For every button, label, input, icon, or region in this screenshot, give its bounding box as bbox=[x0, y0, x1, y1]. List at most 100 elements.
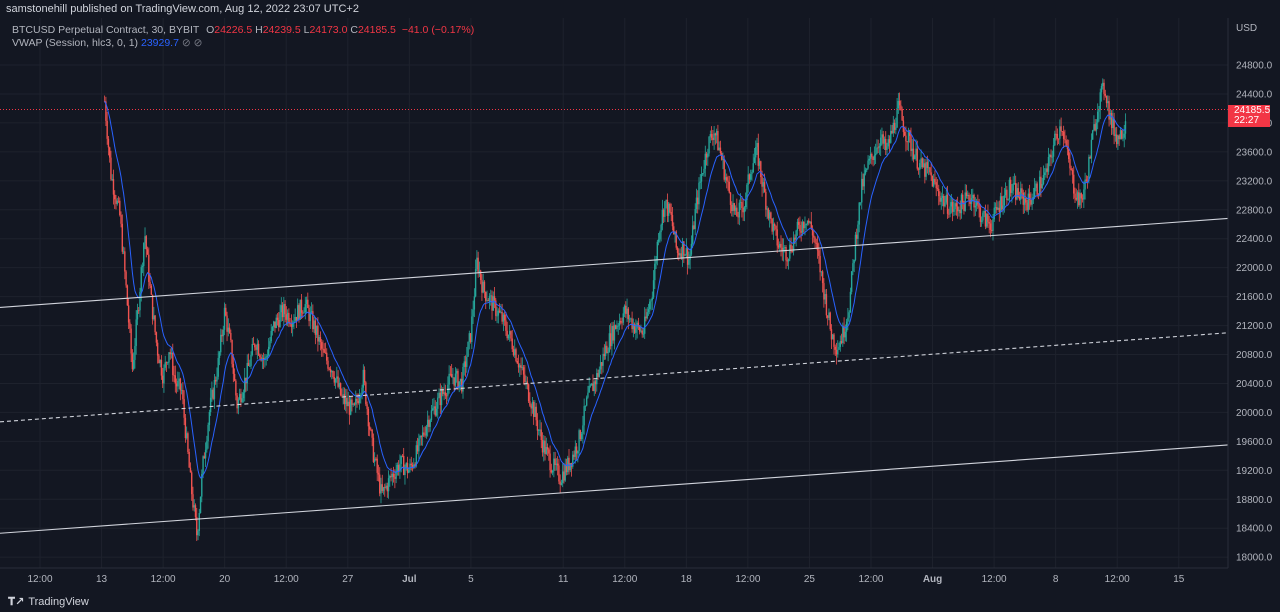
x-tick-label: 12:00 bbox=[735, 574, 760, 585]
candle-body bbox=[409, 463, 411, 471]
candle-body bbox=[700, 174, 703, 182]
candle-body bbox=[974, 205, 977, 208]
candle-body bbox=[327, 360, 329, 369]
candle-body bbox=[299, 299, 301, 320]
candle-body bbox=[813, 235, 815, 238]
candle-body bbox=[939, 196, 941, 202]
high-value: 24239.5 bbox=[262, 24, 301, 36]
candle-body bbox=[418, 438, 420, 452]
channel-lines[interactable] bbox=[0, 217, 1229, 534]
vwap-label[interactable]: VWAP (Session, hlc3, 0, 1) bbox=[12, 37, 139, 49]
candle-body bbox=[370, 429, 372, 431]
candle-body bbox=[724, 177, 727, 180]
candle-body bbox=[339, 383, 342, 396]
candle-body bbox=[835, 349, 838, 355]
symbol-name[interactable]: BTCUSD Perpetual Contract, 30, BYBIT bbox=[12, 24, 200, 36]
close-value: 24185.5 bbox=[357, 24, 396, 36]
candle-body bbox=[488, 295, 491, 302]
candle-body bbox=[372, 437, 375, 462]
candle-body bbox=[209, 397, 212, 413]
x-tick-label: 18 bbox=[681, 574, 693, 585]
candle-body bbox=[613, 325, 616, 341]
candle-body bbox=[458, 381, 460, 389]
y-tick-label: 21200.0 bbox=[1236, 321, 1273, 332]
candle-body bbox=[784, 247, 786, 248]
tradingview-logo[interactable]: 𝐓↗ TradingView bbox=[8, 595, 89, 609]
settings-icon[interactable]: ⊘ bbox=[193, 37, 203, 49]
candle-body bbox=[849, 291, 852, 313]
candle-body bbox=[758, 161, 761, 166]
candle-body bbox=[674, 231, 676, 235]
candle-body bbox=[313, 320, 315, 330]
candle-body bbox=[660, 224, 662, 233]
candle-body bbox=[238, 393, 241, 400]
candle-body bbox=[226, 315, 228, 332]
candle-body bbox=[714, 133, 717, 136]
candle-body bbox=[302, 312, 304, 314]
symbol-legend[interactable]: BTCUSD Perpetual Contract, 30, BYBIT O24… bbox=[12, 24, 474, 36]
candle-body bbox=[247, 362, 250, 366]
publish-info: samstonehill published on TradingView.co… bbox=[6, 3, 359, 15]
candle-body bbox=[1045, 168, 1047, 173]
candle-body bbox=[462, 367, 464, 392]
candle-body bbox=[602, 353, 604, 366]
candle-body bbox=[676, 247, 679, 253]
candle-body bbox=[762, 182, 765, 187]
candle-body bbox=[842, 326, 844, 344]
time-axis[interactable]: 12:00 13 12:00 20 12:00 27 Jul 5 11 12:00 18 12:00 2… bbox=[27, 574, 1184, 585]
candle-body bbox=[529, 401, 531, 406]
candle-body bbox=[983, 211, 985, 213]
candle-body bbox=[694, 209, 696, 229]
candle-body bbox=[510, 331, 512, 339]
candle-body bbox=[816, 243, 819, 251]
candle-body bbox=[800, 231, 802, 233]
x-tick-label: 15 bbox=[1173, 574, 1185, 585]
candle-body bbox=[245, 377, 247, 384]
candle-body bbox=[192, 494, 194, 508]
candle-body bbox=[1003, 195, 1006, 206]
candle-body bbox=[336, 376, 338, 379]
y-tick-label: 24800.0 bbox=[1236, 61, 1273, 72]
candle-body bbox=[919, 163, 921, 170]
candle-body bbox=[366, 404, 368, 410]
candle-body bbox=[964, 192, 966, 211]
candle-body bbox=[739, 202, 742, 203]
candle-body bbox=[967, 194, 969, 197]
candle-body bbox=[898, 101, 901, 106]
candle-body bbox=[949, 206, 951, 215]
candle-body bbox=[633, 324, 636, 333]
hide-icon[interactable]: ⊘ bbox=[181, 37, 191, 49]
candle-body bbox=[943, 195, 945, 207]
candle-body bbox=[467, 341, 469, 357]
candle-body bbox=[618, 320, 621, 326]
candle-body bbox=[490, 295, 492, 297]
candle-body bbox=[384, 487, 386, 488]
candle-body bbox=[750, 174, 752, 180]
candle-body bbox=[702, 173, 704, 175]
candle-body bbox=[795, 230, 797, 240]
candle-body bbox=[661, 209, 664, 225]
candle-body bbox=[434, 406, 436, 416]
price-axis[interactable]: 24800.024400.024000.023600.023200.022800… bbox=[1236, 61, 1273, 564]
candle-body bbox=[697, 197, 699, 205]
candle-body bbox=[240, 393, 242, 403]
candle-body bbox=[449, 373, 452, 375]
candle-body bbox=[506, 330, 508, 339]
candle-body bbox=[1055, 133, 1057, 135]
candle-body bbox=[857, 224, 859, 239]
candle-body bbox=[1025, 198, 1027, 203]
candle-body bbox=[803, 221, 805, 229]
candle-body bbox=[129, 322, 131, 329]
candle-body bbox=[255, 347, 257, 350]
candle-body bbox=[818, 250, 820, 256]
candle-body bbox=[1067, 149, 1070, 160]
candle-body bbox=[414, 464, 416, 466]
vwap-legend[interactable]: VWAP (Session, hlc3, 0, 1) 23929.7 ⊘ ⊘ bbox=[12, 37, 202, 49]
candle-body bbox=[948, 213, 950, 215]
candle-body bbox=[789, 244, 791, 259]
candle-body bbox=[534, 406, 536, 417]
candle-body bbox=[158, 355, 160, 364]
candle-body bbox=[993, 207, 995, 220]
candle-body bbox=[363, 369, 366, 383]
